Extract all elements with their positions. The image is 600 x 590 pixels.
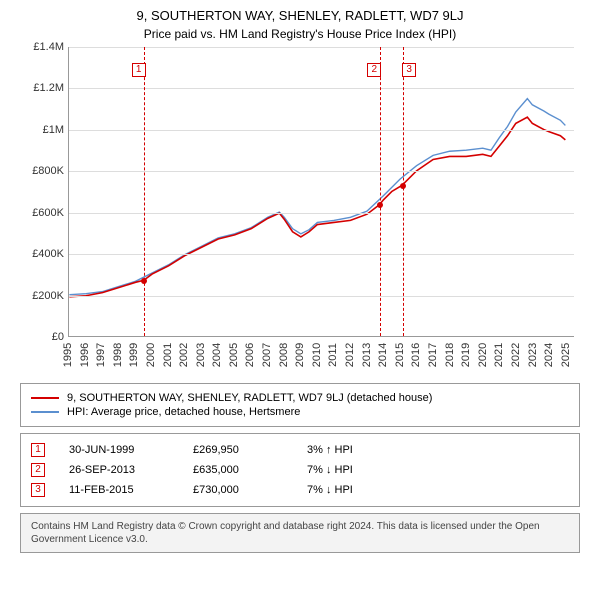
x-axis-label: 2003 bbox=[195, 343, 207, 367]
marker-box: 1 bbox=[132, 63, 146, 77]
gridline bbox=[69, 171, 574, 172]
transaction-hpi: 7% ↓ HPI bbox=[307, 484, 353, 496]
transaction-row: 3 11-FEB-2015 £730,000 7% ↓ HPI bbox=[31, 480, 569, 500]
x-axis-label: 2017 bbox=[427, 343, 439, 367]
x-axis-label: 2007 bbox=[261, 343, 273, 367]
x-axis-label: 2016 bbox=[410, 343, 422, 367]
y-axis-label: £1.2M bbox=[20, 82, 64, 94]
y-axis-label: £800K bbox=[20, 165, 64, 177]
x-axis-label: 2008 bbox=[278, 343, 290, 367]
transaction-table: 1 30-JUN-1999 £269,950 3% ↑ HPI 2 26-SEP-2013… bbox=[20, 433, 580, 507]
gridline bbox=[69, 47, 574, 48]
legend-swatch bbox=[31, 411, 59, 413]
x-axis-label: 2012 bbox=[344, 343, 356, 367]
gridline bbox=[69, 296, 574, 297]
x-axis-label: 2025 bbox=[560, 343, 572, 367]
legend-label: 9, SOUTHERTON WAY, SHENLEY, RADLETT, WD7… bbox=[67, 392, 432, 404]
y-axis-label: £1M bbox=[20, 124, 64, 136]
gridline bbox=[69, 254, 574, 255]
x-axis-label: 1998 bbox=[112, 343, 124, 367]
x-axis-label: 2022 bbox=[510, 343, 522, 367]
marker-vline bbox=[403, 47, 404, 336]
x-axis-label: 1997 bbox=[95, 343, 107, 367]
x-axis-label: 2004 bbox=[211, 343, 223, 367]
marker-vline bbox=[380, 47, 381, 336]
gridline bbox=[69, 213, 574, 214]
plot-area: 1 2 3 bbox=[68, 47, 574, 337]
marker-box: 3 bbox=[402, 63, 416, 77]
page-subtitle: Price paid vs. HM Land Registry's House … bbox=[0, 23, 600, 47]
transaction-hpi: 3% ↑ HPI bbox=[307, 444, 353, 456]
transaction-dot bbox=[377, 202, 383, 208]
attribution: Contains HM Land Registry data © Crown c… bbox=[20, 513, 580, 553]
chart-lines bbox=[69, 47, 574, 336]
transaction-date: 30-JUN-1999 bbox=[69, 444, 169, 456]
transaction-dot bbox=[400, 183, 406, 189]
x-axis-label: 2011 bbox=[327, 343, 339, 367]
marker-vline bbox=[144, 47, 145, 336]
legend-swatch bbox=[31, 397, 59, 399]
y-axis-label: £600K bbox=[20, 207, 64, 219]
x-axis-label: 1995 bbox=[62, 343, 74, 367]
x-axis-label: 2019 bbox=[460, 343, 472, 367]
x-axis-label: 2015 bbox=[394, 343, 406, 367]
x-axis-label: 2014 bbox=[377, 343, 389, 367]
y-axis-label: £1.4M bbox=[20, 41, 64, 53]
transaction-price: £269,950 bbox=[193, 444, 283, 456]
y-axis-label: £400K bbox=[20, 248, 64, 260]
legend: 9, SOUTHERTON WAY, SHENLEY, RADLETT, WD7… bbox=[20, 383, 580, 427]
x-axis-label: 2002 bbox=[178, 343, 190, 367]
x-axis-label: 2023 bbox=[527, 343, 539, 367]
x-axis-label: 2010 bbox=[311, 343, 323, 367]
transaction-hpi: 7% ↓ HPI bbox=[307, 464, 353, 476]
marker-box: 2 bbox=[367, 63, 381, 77]
page-title: 9, SOUTHERTON WAY, SHENLEY, RADLETT, WD7… bbox=[0, 0, 600, 23]
legend-item: HPI: Average price, detached house, Hert… bbox=[31, 406, 569, 418]
x-axis-label: 2000 bbox=[145, 343, 157, 367]
x-axis-label: 2018 bbox=[444, 343, 456, 367]
gridline bbox=[69, 88, 574, 89]
transaction-marker: 1 bbox=[31, 443, 45, 457]
transaction-marker: 3 bbox=[31, 483, 45, 497]
transaction-row: 2 26-SEP-2013 £635,000 7% ↓ HPI bbox=[31, 460, 569, 480]
x-axis-label: 2020 bbox=[477, 343, 489, 367]
transaction-price: £730,000 bbox=[193, 484, 283, 496]
x-axis-label: 2021 bbox=[493, 343, 505, 367]
chart: £0£200K£400K£600K£800K£1M£1.2M£1.4M 123 … bbox=[20, 47, 580, 377]
x-axis-label: 2013 bbox=[361, 343, 373, 367]
transaction-price: £635,000 bbox=[193, 464, 283, 476]
x-axis-label: 1999 bbox=[128, 343, 140, 367]
x-axis-label: 2001 bbox=[162, 343, 174, 367]
x-axis-label: 1996 bbox=[79, 343, 91, 367]
x-axis-label: 2006 bbox=[244, 343, 256, 367]
gridline bbox=[69, 130, 574, 131]
transaction-date: 26-SEP-2013 bbox=[69, 464, 169, 476]
y-axis-label: £200K bbox=[20, 290, 64, 302]
transaction-row: 1 30-JUN-1999 £269,950 3% ↑ HPI bbox=[31, 440, 569, 460]
x-axis-label: 2024 bbox=[543, 343, 555, 367]
legend-item: 9, SOUTHERTON WAY, SHENLEY, RADLETT, WD7… bbox=[31, 392, 569, 404]
x-axis-label: 2009 bbox=[294, 343, 306, 367]
legend-label: HPI: Average price, detached house, Hert… bbox=[67, 406, 300, 418]
x-axis-label: 2005 bbox=[228, 343, 240, 367]
transaction-marker: 2 bbox=[31, 463, 45, 477]
transaction-date: 11-FEB-2015 bbox=[69, 484, 169, 496]
y-axis-label: £0 bbox=[20, 331, 64, 343]
transaction-dot bbox=[141, 278, 147, 284]
